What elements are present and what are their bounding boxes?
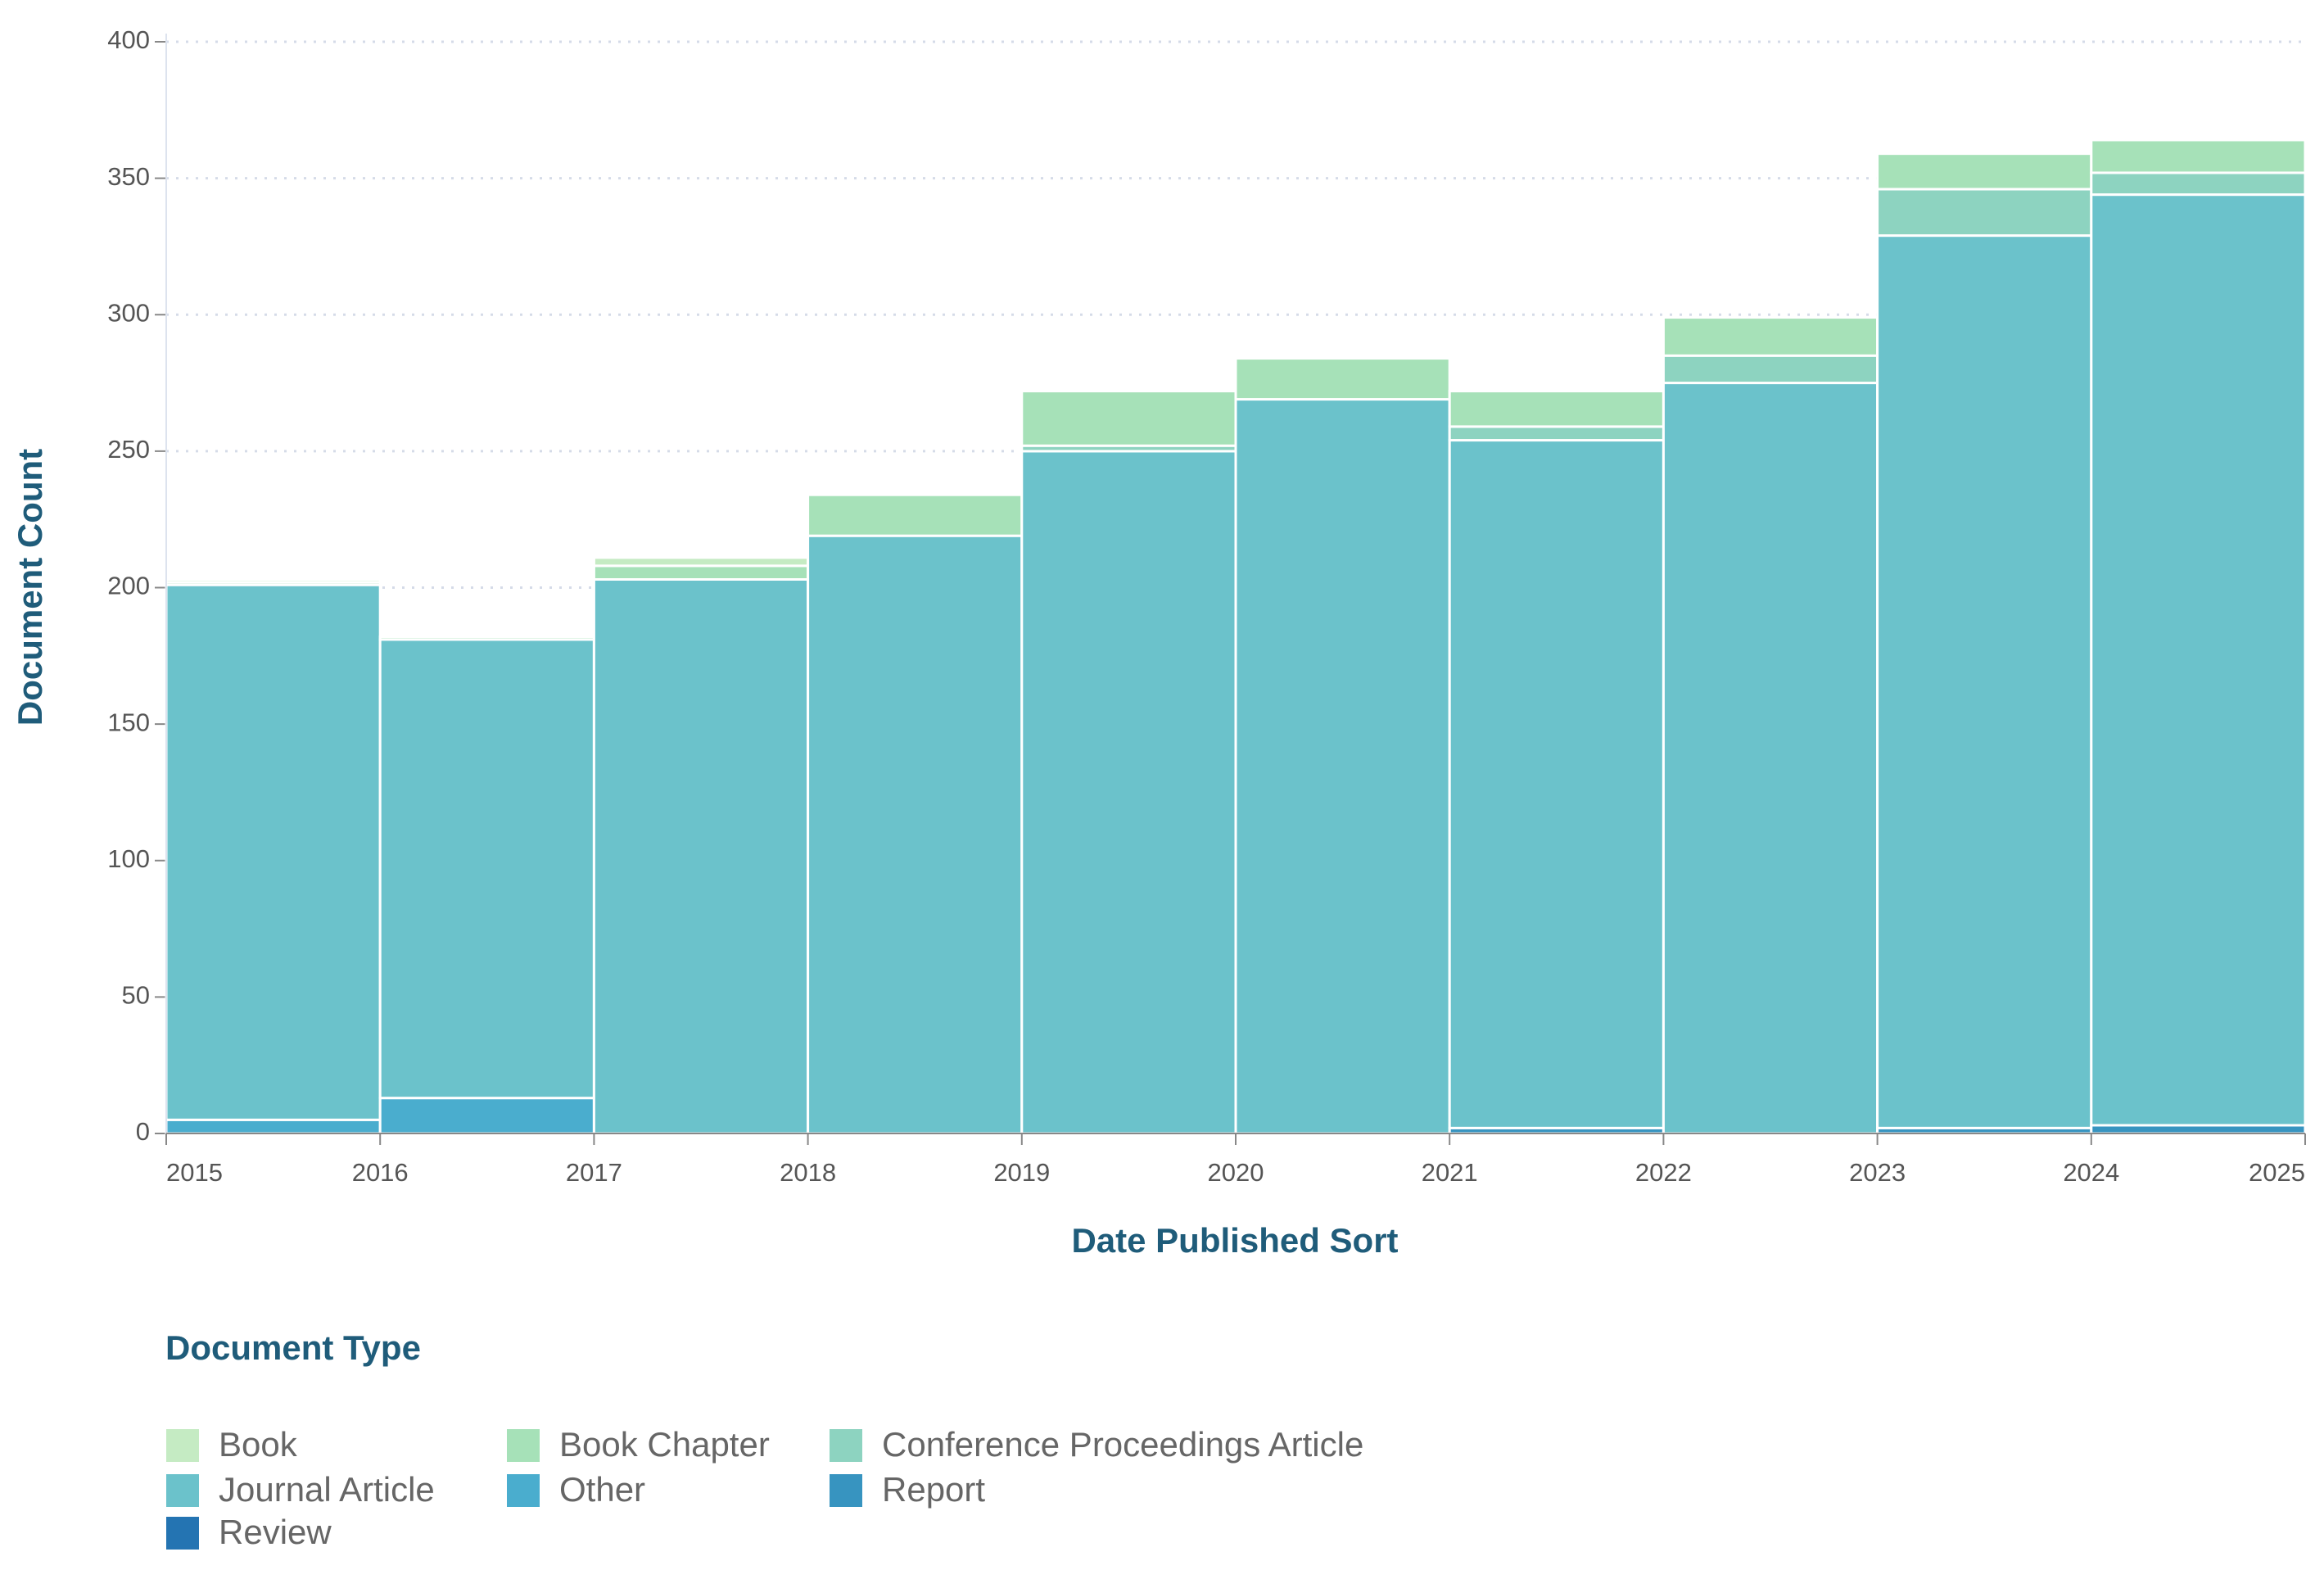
legend-swatch	[507, 1429, 540, 1462]
legend-swatch	[830, 1429, 862, 1462]
legend-title: Document Type	[165, 1328, 421, 1367]
bar-segment	[165, 1118, 382, 1135]
x-tick-label: 2019	[993, 1158, 1050, 1187]
bar-segment	[2090, 193, 2307, 1127]
bar-segment	[1662, 382, 1879, 1135]
x-tick-label: 2016	[352, 1158, 409, 1187]
bar-segment	[1234, 398, 1451, 1135]
bar-segment	[1448, 390, 1665, 428]
bar-segment	[807, 534, 1024, 1135]
legend-label: Conference Proceedings Article	[882, 1425, 1363, 1464]
y-axis-title: Document Count	[11, 449, 49, 726]
y-tick-label: 100	[107, 844, 150, 873]
x-tick-label: 2015	[166, 1158, 223, 1187]
bar-segment	[1662, 354, 1879, 385]
bar-segment	[1448, 425, 1665, 442]
y-tick-label: 0	[136, 1117, 150, 1146]
y-tick-label: 50	[122, 981, 150, 1010]
bar-segment	[1876, 234, 2093, 1129]
legend-label: Review	[219, 1513, 332, 1551]
x-axis-title: Date Published Sort	[1071, 1221, 1398, 1260]
y-tick-label: 300	[107, 298, 150, 327]
legend-label: Journal Article	[219, 1470, 435, 1509]
legend-label: Other	[559, 1470, 645, 1509]
bar-segment	[592, 564, 810, 581]
bar-segment	[2090, 171, 2307, 197]
bar-segment	[378, 635, 595, 641]
bar-segment	[807, 493, 1024, 537]
bar-segment	[1876, 188, 2093, 238]
bar-segment	[1020, 390, 1237, 447]
x-tick-label: 2024	[2063, 1158, 2119, 1187]
x-tick-label: 2020	[1208, 1158, 1264, 1187]
bar-segment	[378, 1097, 595, 1135]
legend-label: Book	[219, 1425, 298, 1464]
y-tick-label: 350	[107, 162, 150, 191]
x-tick-label: 2023	[1849, 1158, 1906, 1187]
y-tick-label: 200	[107, 572, 150, 600]
x-tick-label: 2025	[2249, 1158, 2305, 1187]
legend-swatch	[166, 1474, 199, 1507]
bar-segment	[378, 638, 595, 1100]
bar-segment	[592, 556, 810, 568]
y-tick-label: 400	[107, 25, 150, 54]
y-tick-label: 250	[107, 435, 150, 464]
x-tick-label: 2017	[566, 1158, 622, 1187]
bar-segment	[165, 578, 382, 584]
x-tick-label: 2021	[1422, 1158, 1478, 1187]
bar-segment	[1662, 316, 1879, 357]
y-tick-label: 150	[107, 708, 150, 736]
x-tick-label: 2018	[780, 1158, 836, 1187]
bar-segment	[592, 578, 810, 1135]
bar-segment	[1020, 450, 1237, 1135]
bar-segment	[1234, 357, 1451, 401]
legend-label: Report	[882, 1470, 985, 1509]
legend-label: Book Chapter	[559, 1425, 770, 1464]
legend-swatch	[830, 1474, 862, 1507]
legend-swatch	[166, 1517, 199, 1550]
bar-segment	[1876, 152, 2093, 191]
bar-segment	[165, 583, 382, 1121]
legend-swatch	[507, 1474, 540, 1507]
x-tick-label: 2022	[1635, 1158, 1692, 1187]
legend-swatch	[166, 1429, 199, 1462]
bar-segment	[1448, 439, 1665, 1129]
bar-segment	[2090, 138, 2307, 174]
